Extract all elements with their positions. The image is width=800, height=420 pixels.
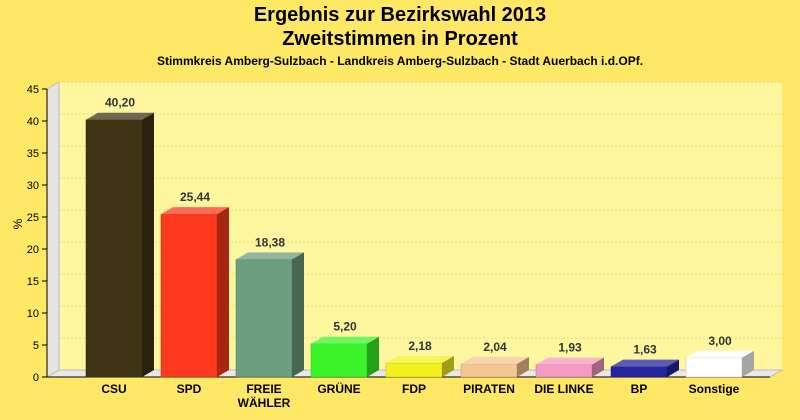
y-tick-label: 25 bbox=[27, 212, 39, 224]
bar bbox=[460, 363, 518, 378]
bar-top-face bbox=[311, 336, 379, 344]
data-label: 3,00 bbox=[708, 334, 732, 348]
y-tick-label: 20 bbox=[27, 244, 39, 256]
bar-top-face bbox=[611, 359, 679, 367]
x-tick-label: FDP bbox=[402, 382, 426, 396]
bar-top-face bbox=[86, 112, 154, 120]
y-tick-label: 10 bbox=[27, 308, 39, 320]
chart-region-subtitle: Stimmkreis Amberg-Sulzbach - Landkreis A… bbox=[156, 54, 644, 68]
chart-subtitle: Zweitstimmen in Prozent bbox=[282, 28, 518, 50]
bar-top-face bbox=[461, 356, 529, 364]
x-tick-label: GRÜNE bbox=[317, 381, 360, 396]
y-tick-label: 35 bbox=[27, 148, 39, 160]
bar-side-face bbox=[592, 357, 604, 377]
data-label: 2,18 bbox=[408, 339, 432, 353]
bar-top-face bbox=[686, 350, 754, 358]
x-tick-label: DIE LINKE bbox=[534, 382, 593, 396]
y-tick-label: 45 bbox=[27, 84, 39, 96]
bar-side-face bbox=[667, 359, 679, 377]
bar bbox=[310, 343, 368, 378]
bar bbox=[160, 213, 218, 378]
x-tick-label: FREIE bbox=[246, 382, 281, 396]
data-label: 40,20 bbox=[105, 96, 135, 110]
x-tick-label: PIRATEN bbox=[463, 382, 515, 396]
y-tick-label: 30 bbox=[27, 180, 39, 192]
bar bbox=[85, 119, 143, 378]
x-tick-label: BP bbox=[631, 382, 648, 396]
bar bbox=[385, 362, 443, 378]
bar-side-face bbox=[742, 350, 754, 377]
y-axis-label: % bbox=[11, 218, 25, 229]
bar-side-face bbox=[442, 356, 454, 377]
y-tick-label: 0 bbox=[33, 372, 39, 384]
data-label: 1,93 bbox=[558, 341, 582, 355]
bar-top-face bbox=[161, 207, 229, 215]
bar bbox=[235, 259, 293, 378]
data-label: 18,38 bbox=[255, 235, 285, 249]
data-label: 5,20 bbox=[333, 320, 357, 334]
x-tick-label: Sonstige bbox=[689, 382, 740, 396]
x-tick-label: WÄHLER bbox=[238, 395, 291, 410]
bar bbox=[685, 357, 743, 378]
bar-side-face bbox=[142, 112, 154, 377]
plot-left-wall bbox=[46, 81, 60, 378]
y-tick-label: 40 bbox=[27, 116, 39, 128]
data-label: 25,44 bbox=[180, 190, 210, 204]
y-tick-label: 5 bbox=[33, 340, 39, 352]
data-label: 1,63 bbox=[633, 343, 657, 357]
bar bbox=[610, 366, 668, 378]
bar-side-face bbox=[217, 207, 229, 377]
data-label: 2,04 bbox=[483, 340, 507, 354]
x-tick-label: SPD bbox=[177, 382, 202, 396]
bar-side-face bbox=[517, 356, 529, 377]
y-tick-label: 15 bbox=[27, 276, 39, 288]
bar-top-face bbox=[536, 357, 604, 365]
bar-side-face bbox=[367, 336, 379, 377]
bar-top-face bbox=[386, 356, 454, 364]
x-tick-label: CSU bbox=[101, 382, 126, 396]
bar-top-face bbox=[236, 252, 304, 260]
bar bbox=[535, 364, 593, 378]
chart-title: Ergebnis zur Bezirkswahl 2013 bbox=[253, 4, 547, 26]
bar-side-face bbox=[292, 252, 304, 377]
